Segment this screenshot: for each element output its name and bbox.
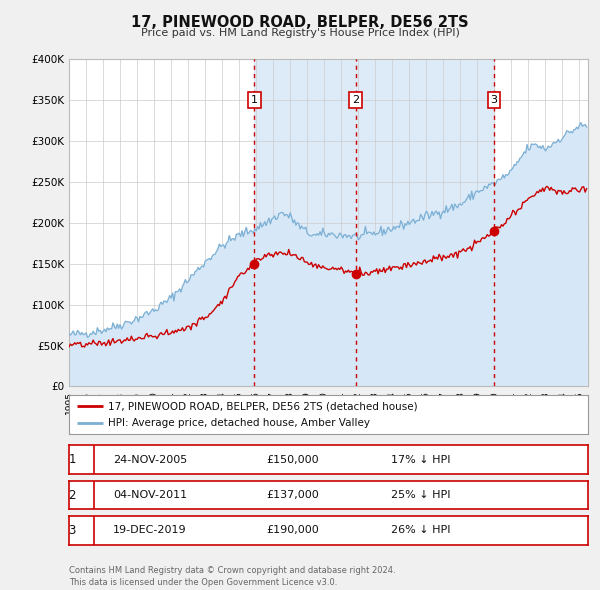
- Text: £150,000: £150,000: [266, 455, 319, 464]
- Text: 17% ↓ HPI: 17% ↓ HPI: [391, 455, 450, 464]
- Text: £190,000: £190,000: [266, 526, 319, 535]
- Text: 3: 3: [68, 524, 76, 537]
- Text: £137,000: £137,000: [266, 490, 319, 500]
- Text: Contains HM Land Registry data © Crown copyright and database right 2024.
This d: Contains HM Land Registry data © Crown c…: [69, 566, 395, 587]
- Text: 2: 2: [352, 95, 359, 105]
- Text: 1: 1: [68, 453, 76, 466]
- Bar: [356, 59, 494, 386]
- Text: 26% ↓ HPI: 26% ↓ HPI: [391, 526, 450, 535]
- Text: 3: 3: [490, 95, 497, 105]
- Text: 17, PINEWOOD ROAD, BELPER, DE56 2TS: 17, PINEWOOD ROAD, BELPER, DE56 2TS: [131, 15, 469, 30]
- Bar: [254, 59, 356, 386]
- Text: 17, PINEWOOD ROAD, BELPER, DE56 2TS (detached house): 17, PINEWOOD ROAD, BELPER, DE56 2TS (det…: [108, 401, 418, 411]
- Text: 25% ↓ HPI: 25% ↓ HPI: [391, 490, 450, 500]
- Text: 1: 1: [251, 95, 258, 105]
- Text: 2: 2: [68, 489, 76, 502]
- Text: 04-NOV-2011: 04-NOV-2011: [113, 490, 187, 500]
- Text: 24-NOV-2005: 24-NOV-2005: [113, 455, 187, 464]
- Text: HPI: Average price, detached house, Amber Valley: HPI: Average price, detached house, Ambe…: [108, 418, 370, 428]
- Text: 19-DEC-2019: 19-DEC-2019: [113, 526, 187, 535]
- Text: Price paid vs. HM Land Registry's House Price Index (HPI): Price paid vs. HM Land Registry's House …: [140, 28, 460, 38]
